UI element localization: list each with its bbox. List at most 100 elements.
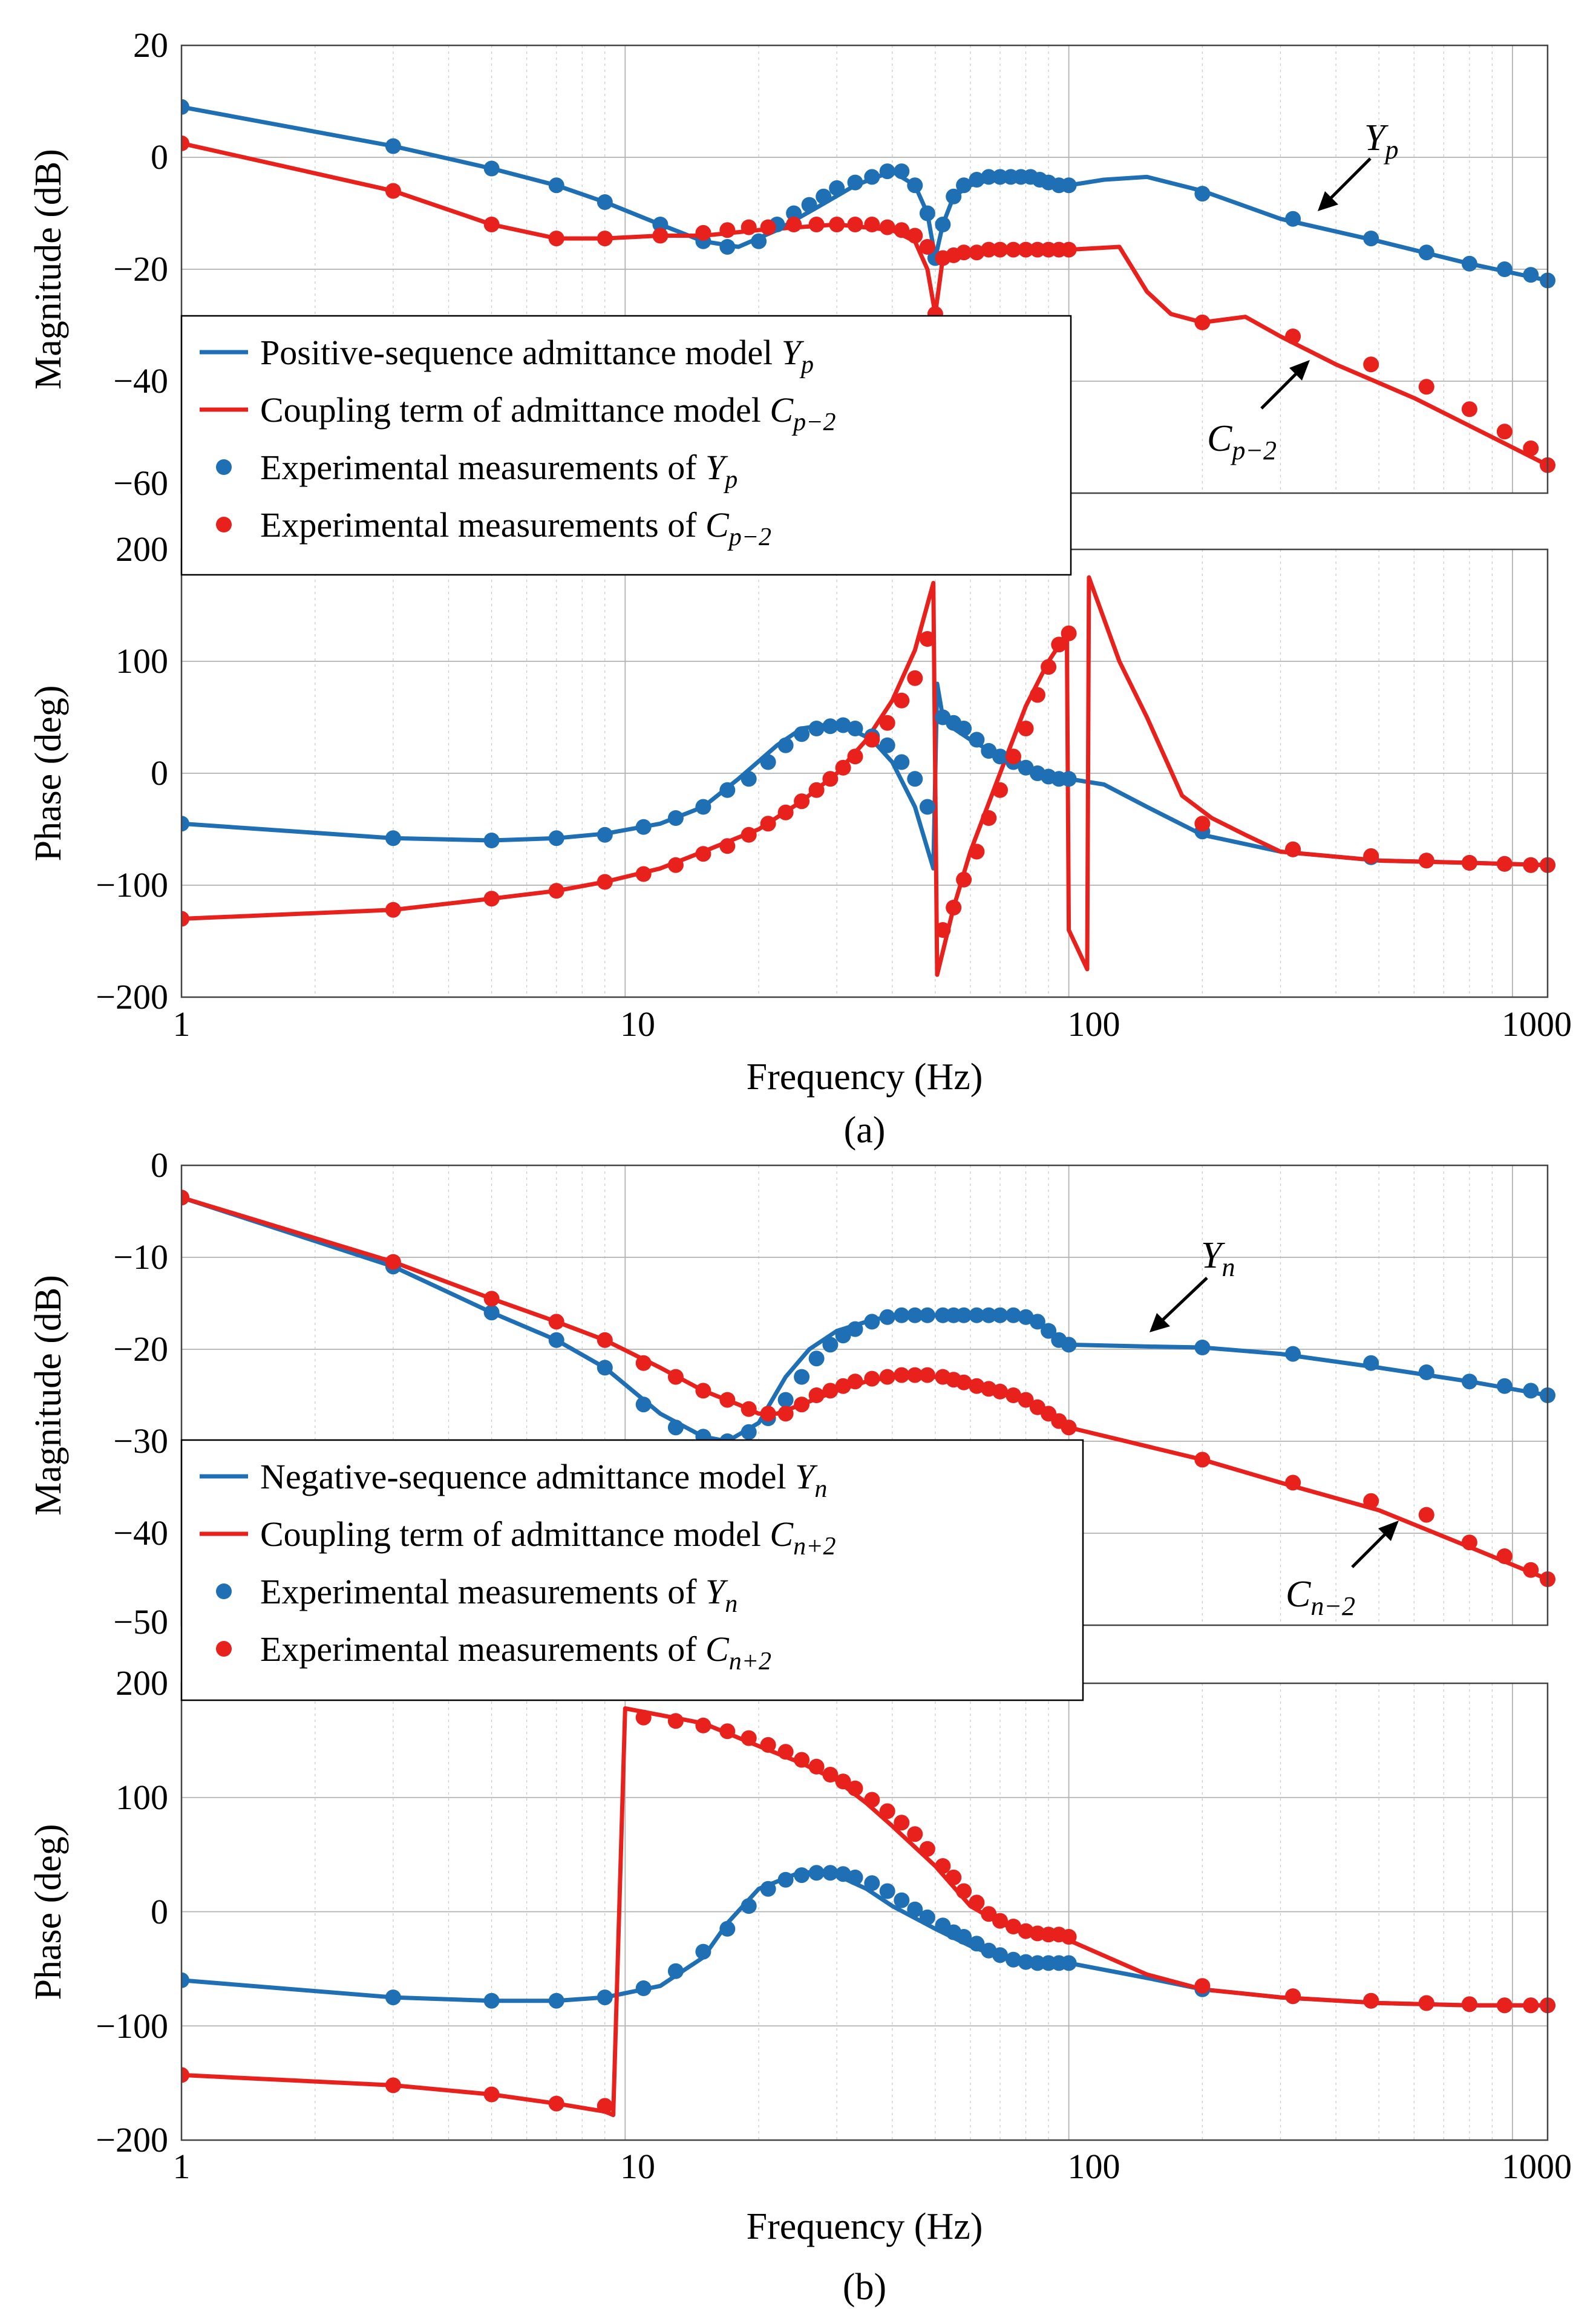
data-point	[935, 1307, 951, 1323]
panel-a-caption: (a)	[844, 1110, 886, 1151]
data-point	[1418, 1364, 1434, 1380]
data-point	[822, 718, 839, 735]
data-point	[741, 219, 757, 235]
legend-entry: Experimental measurements of Cn+2	[216, 1629, 771, 1675]
data-point	[864, 1314, 880, 1330]
legend-entry: Coupling term of admittance model Cn+2	[200, 1514, 836, 1560]
data-point	[1018, 1392, 1034, 1408]
data-point	[667, 810, 684, 826]
panel-b-phase-series	[182, 1706, 1555, 2117]
data-point	[879, 1309, 895, 1325]
data-point	[835, 1866, 851, 1882]
data-point	[597, 1989, 613, 2006]
data-point	[1363, 1355, 1379, 1371]
data-point	[992, 748, 1008, 765]
data-point	[794, 726, 810, 742]
data-point	[385, 902, 401, 918]
data-point	[894, 163, 910, 180]
data-point	[981, 241, 997, 258]
data-point	[935, 922, 951, 938]
data-point	[864, 1875, 880, 1891]
data-point	[822, 1383, 839, 1399]
data-point	[808, 217, 825, 232]
data-point	[847, 1321, 863, 1337]
data-point	[635, 866, 652, 882]
data-point	[864, 169, 880, 185]
data-point	[969, 1894, 985, 1911]
data-point	[1285, 1346, 1301, 1362]
ytick-label: 100	[116, 641, 168, 681]
data-point	[1018, 759, 1034, 776]
data-point	[548, 883, 564, 899]
data-point	[483, 891, 500, 907]
data-point	[760, 1737, 776, 1753]
data-point	[777, 804, 794, 820]
data-point	[956, 1929, 972, 1945]
ytick-label: −20	[113, 1329, 168, 1369]
data-point	[1285, 329, 1301, 344]
data-point	[1523, 1562, 1539, 1578]
data-point	[864, 1792, 880, 1808]
data-point	[597, 827, 613, 843]
data-point	[1418, 853, 1434, 869]
data-point	[483, 1291, 500, 1307]
data-point	[847, 748, 863, 765]
data-point	[667, 1419, 684, 1436]
data-point	[1461, 401, 1477, 417]
panel-b: 0 −10 −20 −30 −40 −50 Magnitude (dB) Yn …	[28, 1145, 1572, 2308]
data-point	[808, 1387, 825, 1403]
data-point	[483, 1992, 500, 2009]
data-point	[1285, 1988, 1301, 2005]
ytick-label: −40	[113, 1513, 168, 1553]
data-point	[969, 1378, 985, 1394]
data-point	[1461, 855, 1477, 871]
panel-a-phase-series	[182, 575, 1555, 977]
legend-entry: Coupling term of admittance model Cp−2	[200, 390, 836, 436]
ytick-label: 0	[151, 753, 168, 793]
data-point	[879, 715, 895, 731]
ytick-label: 100	[116, 1778, 168, 1817]
data-point	[1061, 1419, 1077, 1436]
data-point	[1061, 1955, 1077, 1971]
data-point	[1194, 1452, 1211, 1468]
data-point	[879, 219, 895, 235]
data-point	[822, 1865, 839, 1881]
data-point	[760, 754, 776, 770]
data-point	[794, 793, 810, 810]
data-point	[667, 1963, 684, 1979]
data-point	[969, 732, 985, 748]
xtick-label: 100	[1068, 2147, 1120, 2186]
data-point	[835, 1328, 851, 1344]
data-point	[182, 816, 189, 832]
data-point	[1061, 177, 1077, 194]
data-point	[741, 1730, 757, 1746]
data-point	[385, 183, 401, 199]
data-point	[1523, 267, 1539, 283]
data-point	[1006, 1387, 1021, 1403]
legend-label: Experimental measurements of Yn	[260, 1572, 737, 1618]
data-point	[182, 2067, 189, 2083]
data-point	[719, 1392, 736, 1408]
panel-a-mag-yticks: 20 0 −20 −40 −60	[113, 25, 168, 503]
data-point	[385, 1254, 401, 1270]
data-point	[829, 180, 845, 196]
data-point	[786, 205, 802, 221]
data-point	[483, 217, 500, 232]
data-point	[1006, 1919, 1021, 1934]
arrow-head-icon	[1150, 1313, 1170, 1332]
data-point	[822, 1337, 839, 1353]
data-point	[879, 1803, 895, 1819]
data-point	[847, 217, 863, 232]
data-point	[907, 177, 923, 194]
data-point	[1523, 1997, 1539, 2014]
ytick-label: −30	[113, 1421, 168, 1461]
data-point	[919, 1307, 935, 1323]
data-point	[1285, 211, 1301, 227]
data-point	[182, 135, 189, 151]
data-point	[808, 721, 825, 736]
data-point	[894, 1815, 910, 1831]
panel-b-phase-ylabel: Phase (deg)	[28, 1824, 69, 2000]
annotation-cp2-arrow	[1260, 369, 1301, 410]
legend-entry: Experimental measurements of Yn	[216, 1572, 737, 1618]
xtick-label: 1000	[1502, 2147, 1572, 2186]
